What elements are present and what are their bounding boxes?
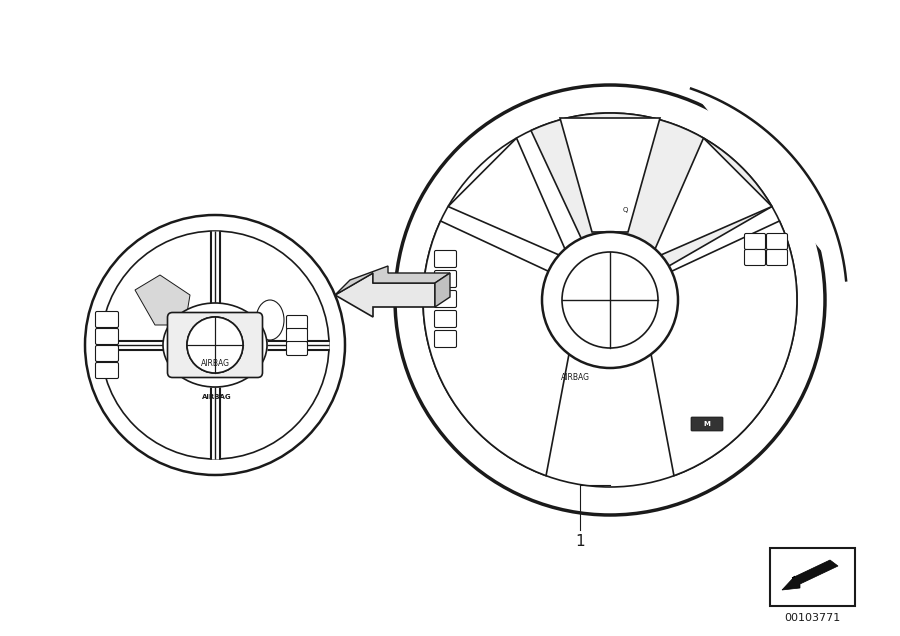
Polygon shape — [448, 138, 565, 255]
Polygon shape — [435, 273, 450, 307]
FancyBboxPatch shape — [95, 345, 119, 361]
Ellipse shape — [256, 300, 284, 340]
Polygon shape — [335, 273, 435, 317]
Polygon shape — [531, 113, 772, 266]
Polygon shape — [782, 560, 838, 590]
FancyBboxPatch shape — [435, 291, 456, 307]
Ellipse shape — [423, 113, 797, 487]
FancyBboxPatch shape — [95, 363, 119, 378]
FancyBboxPatch shape — [167, 312, 263, 378]
FancyBboxPatch shape — [691, 417, 723, 431]
Text: M: M — [704, 421, 710, 427]
FancyBboxPatch shape — [435, 310, 456, 328]
FancyBboxPatch shape — [95, 312, 119, 328]
FancyBboxPatch shape — [95, 329, 119, 345]
FancyBboxPatch shape — [286, 342, 308, 356]
Ellipse shape — [101, 231, 329, 459]
FancyBboxPatch shape — [744, 233, 766, 249]
FancyBboxPatch shape — [435, 331, 456, 347]
Polygon shape — [691, 88, 846, 280]
Polygon shape — [655, 138, 772, 255]
Text: Q: Q — [622, 207, 627, 213]
FancyBboxPatch shape — [435, 251, 456, 268]
Text: AIRBAG: AIRBAG — [561, 373, 590, 382]
Ellipse shape — [542, 232, 678, 368]
FancyBboxPatch shape — [435, 270, 456, 287]
Polygon shape — [560, 118, 660, 232]
FancyBboxPatch shape — [286, 329, 308, 343]
Ellipse shape — [395, 85, 825, 515]
FancyBboxPatch shape — [767, 249, 788, 265]
Ellipse shape — [163, 303, 267, 387]
FancyBboxPatch shape — [767, 233, 788, 249]
Ellipse shape — [187, 317, 243, 373]
Ellipse shape — [85, 215, 345, 475]
Ellipse shape — [187, 317, 243, 373]
Text: AIRBAG: AIRBAG — [202, 394, 232, 400]
Polygon shape — [335, 266, 450, 295]
Text: 00103771: 00103771 — [785, 613, 841, 623]
Polygon shape — [423, 221, 592, 476]
Polygon shape — [135, 275, 190, 325]
Text: AIRBAG: AIRBAG — [201, 359, 230, 368]
FancyBboxPatch shape — [286, 315, 308, 329]
Bar — [770, 548, 855, 606]
Text: 1: 1 — [575, 534, 585, 550]
FancyBboxPatch shape — [744, 249, 766, 265]
Polygon shape — [628, 221, 797, 476]
Ellipse shape — [562, 252, 658, 348]
